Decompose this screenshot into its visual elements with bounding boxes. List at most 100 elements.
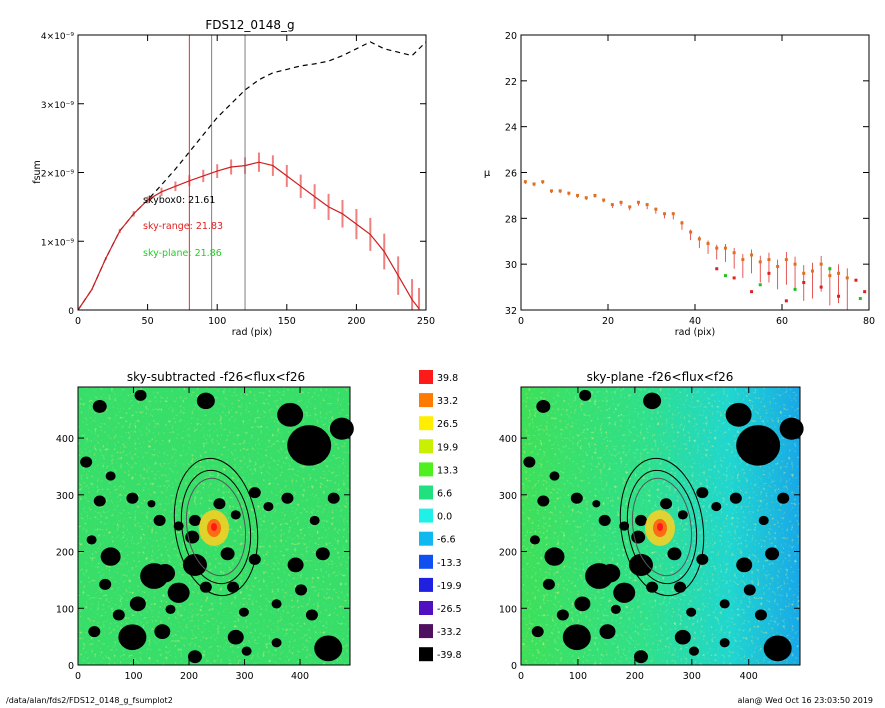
sky-subtracted-x-tick-label: 100 (124, 671, 142, 682)
sky-plane-masks (523, 389, 804, 664)
data-point (654, 207, 658, 211)
sky-plane-frame (520, 386, 801, 666)
data-point (758, 260, 762, 264)
sky-plane-x-tick-label: 100 (569, 671, 587, 682)
y-tick-label: 24 (505, 123, 517, 134)
mask-blob (315, 547, 330, 561)
mu-plot-xlabel: rad (pix) (675, 327, 715, 338)
data-point (837, 294, 841, 298)
mask-blob (93, 495, 106, 507)
mask-blob (100, 547, 121, 566)
sky-subtracted-x-tick-label: 300 (235, 671, 253, 682)
footer-timestamp: alan@ Wed Oct 16 23:03:50 2019 (737, 696, 873, 705)
mask-blob (105, 471, 116, 481)
data-point (567, 191, 571, 195)
data-point (584, 196, 588, 200)
mask-blob (643, 392, 662, 410)
data-point (854, 278, 858, 282)
mask-blob (154, 624, 171, 639)
data-point (697, 237, 701, 241)
x-tick-label: 100 (208, 316, 226, 327)
sky-plane-ticks: 0 100 200 300 400 0 100 200 300 400 (499, 387, 800, 682)
data-point (810, 269, 814, 273)
mask-blob (196, 392, 215, 410)
sky-plane-x-tick-label: 400 (740, 671, 758, 682)
data-point (793, 287, 797, 291)
mu-plot-ylabel: μ (484, 168, 491, 179)
data-point (663, 212, 667, 216)
data-point (793, 262, 797, 266)
data-point (837, 271, 841, 275)
mask-blob (677, 510, 688, 520)
mask-blob (633, 650, 648, 664)
colorbar-label: 6.6 (437, 489, 452, 500)
sky-subtracted-title: sky-subtracted -f26<flux<f26 (127, 370, 305, 384)
data-point (750, 253, 754, 257)
mask-blob (248, 487, 261, 499)
data-point (541, 180, 545, 184)
fsum-plot-area (77, 35, 427, 311)
colorbar-label: -19.9 (437, 581, 462, 592)
data-point (671, 212, 675, 216)
mu-plot-ticks: 0 20 40 60 80 20 22 24 26 28 30 32 (505, 31, 875, 327)
sky-plane-y-tick-label: 300 (499, 491, 517, 502)
data-point (706, 242, 710, 246)
data-point (715, 267, 719, 271)
mask-blob (686, 607, 697, 617)
colorbar-swatch (419, 393, 433, 408)
data-point (767, 271, 771, 275)
x-tick-label: 40 (689, 316, 701, 327)
mask-blob (99, 578, 112, 590)
mask-blob (182, 553, 207, 576)
y-tick-label: 0 (68, 307, 74, 317)
data-point (680, 221, 684, 225)
mask-blob (667, 547, 682, 561)
sky-plane-x-tick-label: 300 (683, 671, 701, 682)
mask-blob (725, 402, 752, 427)
colorbar-swatch (419, 416, 433, 431)
colorbar-label: 0.0 (437, 512, 452, 523)
data-point (819, 285, 823, 289)
data-point (828, 267, 832, 271)
data-point (732, 251, 736, 255)
mask-blob (271, 599, 282, 609)
sky-plane-y-tick-label: 100 (499, 604, 517, 615)
data-point (819, 262, 823, 266)
footer-file-path: /data/alan/fds2/FDS12_0148_g_fsumplot2 (6, 696, 173, 705)
y-tick-label: 20 (505, 31, 517, 42)
aperture-ellipses (173, 457, 259, 597)
mask-blob (743, 584, 756, 596)
x-tick-label: 60 (776, 316, 788, 327)
mask-blob (529, 535, 540, 545)
mask-blob (536, 400, 551, 413)
x-tick-label: 150 (278, 316, 296, 327)
mask-blob (327, 492, 340, 504)
mask-blob (674, 629, 691, 645)
colorbar-label: -33.2 (437, 627, 462, 638)
mask-blob (646, 581, 659, 593)
fsum-plot-frame (77, 34, 427, 311)
mu-plot-area (523, 180, 867, 310)
data-point (732, 276, 736, 280)
sky-plane-y-tick-label: 400 (499, 434, 517, 445)
fsum-plot-title: FDS12_0148_g (205, 18, 294, 32)
data-point (523, 180, 527, 184)
mask-blob (660, 498, 673, 510)
data-point (602, 198, 606, 202)
colorbar-label: 33.2 (437, 396, 458, 407)
mask-blob (729, 492, 742, 504)
data-point (723, 246, 727, 250)
x-tick-label: 0 (75, 316, 81, 327)
colorbar-swatch (419, 508, 433, 523)
colorbar-label: 39.8 (437, 373, 458, 384)
mask-blob (779, 417, 804, 440)
target-galaxy (199, 510, 229, 546)
mask-blob (213, 498, 226, 510)
mask-blob (118, 624, 147, 651)
mask-blob (86, 535, 97, 545)
mask-blob (112, 609, 125, 621)
y-tick-label: 3×10⁻⁹ (41, 101, 74, 111)
sky-subtracted-image: sky-subtracted -f26<flux<f26 0 100 200 300 4… (56, 370, 354, 682)
data-point (576, 193, 580, 197)
colorbar-label: -39.8 (437, 650, 462, 661)
